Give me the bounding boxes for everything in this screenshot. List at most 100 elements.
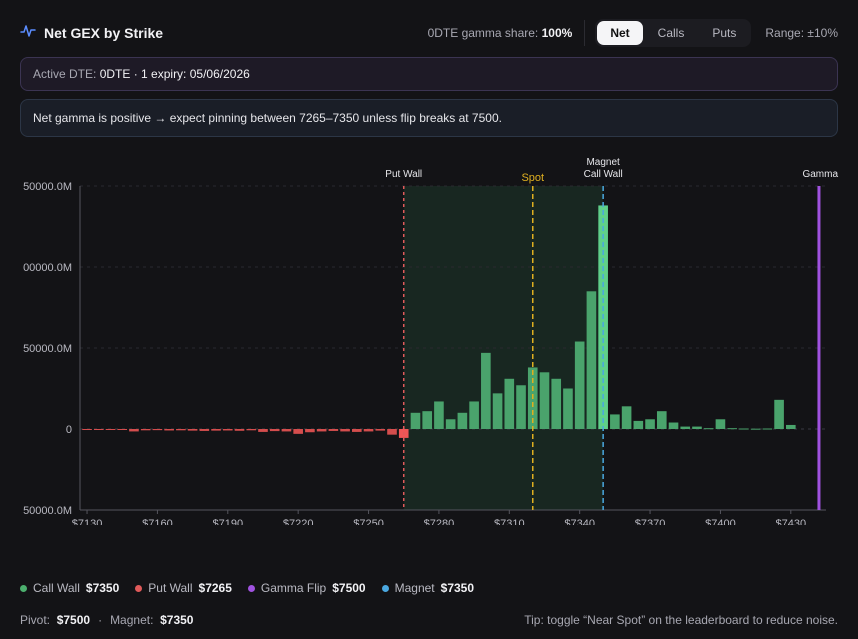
bar — [739, 428, 749, 430]
bar — [539, 372, 550, 429]
gamma-message-banner: Net gamma is positive → expect pinning b… — [20, 99, 838, 137]
mode-net-button[interactable]: Net — [597, 21, 643, 45]
bar — [246, 429, 257, 431]
pinning-zone — [403, 186, 604, 510]
range-label: Range: ±10% — [765, 26, 838, 40]
marker-label: Gamma — [802, 169, 838, 180]
bar — [563, 388, 573, 429]
bar — [422, 411, 433, 429]
legend-value: $7350 — [85, 581, 120, 595]
x-tick-label: $7430 — [776, 518, 807, 525]
x-tick-label: $7280 — [424, 518, 455, 525]
marker-label: Spot — [521, 172, 544, 184]
marker-label: Magnet — [586, 157, 620, 168]
bar — [269, 429, 280, 432]
legend-dot-gamma-flip — [247, 584, 255, 592]
title-wrap: Net GEX by Strike — [20, 24, 163, 43]
bar — [516, 385, 526, 429]
y-tick-label: 50000.0M — [23, 181, 72, 193]
bar — [680, 426, 691, 429]
marker-label: Put Wall — [385, 169, 422, 180]
x-tick-label: $7340 — [564, 518, 595, 525]
bar — [234, 429, 245, 431]
chart-title: Net GEX by Strike — [44, 25, 164, 41]
activity-icon — [20, 24, 36, 43]
active-dte-banner: Active DTE: 0DTE · 1 expiry: 05/06/2026 — [20, 57, 838, 91]
legend-value: $7265 — [198, 581, 232, 595]
x-tick-label: $7130 — [72, 518, 103, 525]
x-tick-label: $7250 — [353, 518, 384, 525]
legend-value: $7350 — [440, 581, 475, 595]
bar — [469, 401, 479, 429]
bar — [727, 428, 737, 430]
bar — [352, 429, 362, 432]
legend-dot-magnet — [381, 584, 389, 592]
bar — [574, 341, 585, 429]
magnet-value: $7350 — [160, 613, 194, 627]
header-divider — [584, 20, 586, 46]
bar — [668, 422, 679, 429]
bar — [164, 429, 174, 431]
bar — [222, 429, 233, 431]
bar — [786, 424, 796, 429]
marker-label: Call Wall — [584, 169, 623, 180]
y-tick-label: 50000.0M — [23, 505, 72, 517]
mode-toggle: Net Calls Puts — [595, 19, 752, 47]
bar — [293, 429, 303, 434]
chart-header: Net GEX by Strike 0DTE gamma share: 100%… — [20, 18, 838, 48]
bar — [621, 406, 632, 429]
bar — [316, 429, 327, 432]
gamma-share-value: 100% — [541, 26, 573, 40]
bar — [715, 419, 726, 429]
pivot-label: Pivot: — [20, 613, 51, 627]
magnet-label: Magnet: — [110, 613, 154, 627]
active-dte-label: Active DTE: — [33, 67, 97, 81]
footer-separator: · — [98, 613, 103, 627]
bar — [152, 429, 163, 431]
bar — [363, 429, 374, 432]
bar — [551, 378, 562, 429]
bar — [492, 393, 503, 429]
mode-calls-button[interactable]: Calls — [657, 26, 685, 40]
legend-dot-call-wall — [20, 584, 27, 592]
bar — [82, 429, 92, 430]
bar — [457, 412, 468, 429]
bar — [199, 429, 210, 431]
bar — [176, 429, 186, 431]
bar — [117, 429, 128, 430]
bar — [340, 429, 350, 432]
y-tick-label: 00000.0M — [23, 262, 72, 274]
bar — [750, 428, 761, 430]
bar — [586, 291, 597, 429]
active-dte-value: 0DTE · 1 expiry: 05/06/2026 — [99, 67, 250, 81]
legend-dot-put-wall — [135, 584, 143, 592]
bar — [703, 428, 714, 430]
legend-item-magnet: Magnet $7350 — [381, 581, 475, 595]
chart-legend: Call Wall $7350 Put Wall $7265 Gamma Fli… — [20, 581, 474, 595]
bar — [305, 429, 315, 433]
bar — [445, 419, 456, 429]
x-tick-label: $7370 — [635, 518, 666, 525]
legend-name: Magnet — [394, 581, 435, 595]
bar — [211, 429, 221, 431]
bar — [258, 429, 268, 432]
bar — [656, 411, 667, 429]
bar — [410, 412, 421, 429]
bar — [387, 429, 397, 435]
bar — [504, 378, 515, 429]
bar — [774, 399, 784, 429]
bar — [129, 429, 139, 432]
mode-puts-button[interactable]: Puts — [712, 26, 737, 40]
x-tick-label: $7160 — [142, 518, 173, 525]
bar — [434, 401, 444, 429]
pivot-value: $7500 — [56, 613, 91, 627]
bar — [93, 429, 104, 430]
legend-name: Gamma Flip — [260, 581, 327, 595]
legend-item-put-wall: Put Wall $7265 — [135, 581, 232, 595]
y-tick-label: 50000.0M — [23, 343, 72, 355]
gamma-share-label: 0DTE gamma share: — [427, 26, 539, 40]
bar — [610, 414, 620, 429]
x-tick-label: $7310 — [494, 518, 525, 525]
y-tick-label: 0 — [66, 424, 72, 436]
